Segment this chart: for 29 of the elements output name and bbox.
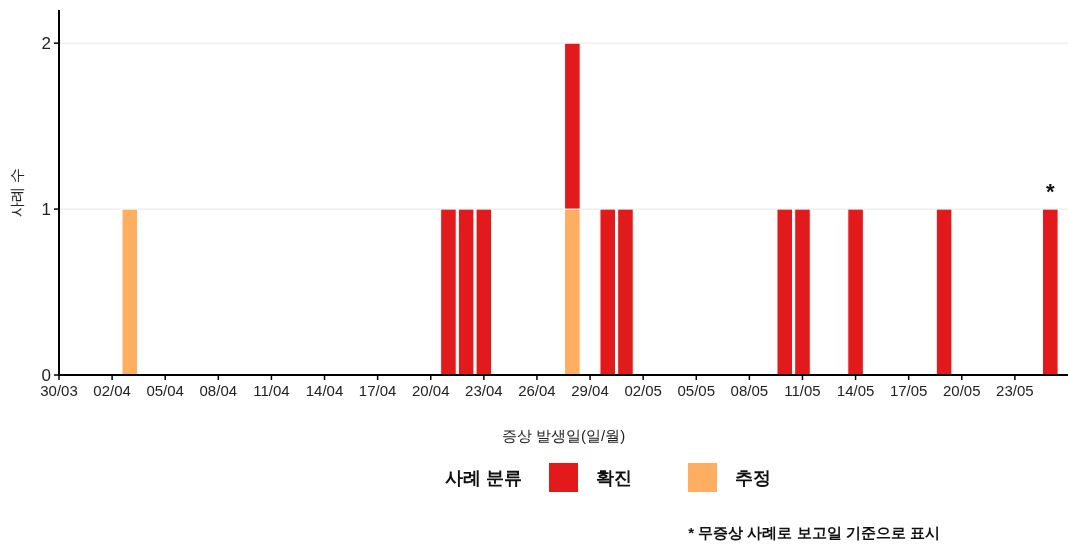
x-tick-label: 08/04 (199, 382, 238, 399)
x-tick-label: 11/05 (784, 382, 821, 399)
legend-label: 추정 (735, 468, 771, 488)
x-tick-label: 23/05 (996, 382, 1034, 399)
x-tick-label: 14/05 (836, 382, 875, 399)
x-tick-label: 11/04 (253, 382, 290, 399)
x-tick-label: 14/04 (305, 382, 344, 399)
x-tick-label: 05/04 (146, 382, 184, 399)
legend-title: 사례 분류 (445, 468, 523, 488)
x-tick-label: 26/04 (518, 382, 556, 399)
x-tick-label: 02/05 (624, 382, 662, 399)
x-tick-label: 30/03 (40, 382, 78, 399)
x-tick-label: 20/04 (411, 382, 450, 399)
legend-label: 확진 (596, 468, 632, 488)
x-tick-label: 23/04 (465, 382, 503, 399)
x-tick-label: 20/05 (943, 382, 981, 399)
x-tick-label: 17/04 (358, 382, 397, 399)
x-axis-title: 증상 발생일(일/월) (501, 427, 626, 444)
x-tick-label: 05/05 (677, 382, 716, 399)
x-tick-label: 02/04 (93, 382, 131, 399)
x-tick-label: 17/05 (889, 382, 928, 399)
text: * 무증상 사례로 보고일 기준으로 표시 (688, 524, 940, 541)
x-tick-label: 08/05 (730, 382, 769, 399)
y-tick-label: 2 (41, 34, 51, 54)
y-tick-label: 0 (41, 366, 51, 385)
annotation: * (1046, 179, 1056, 205)
x-tick-label: 29/04 (571, 382, 609, 399)
y-axis-title: 사례 수 (8, 167, 25, 218)
y-tick-label: 1 (41, 200, 51, 220)
